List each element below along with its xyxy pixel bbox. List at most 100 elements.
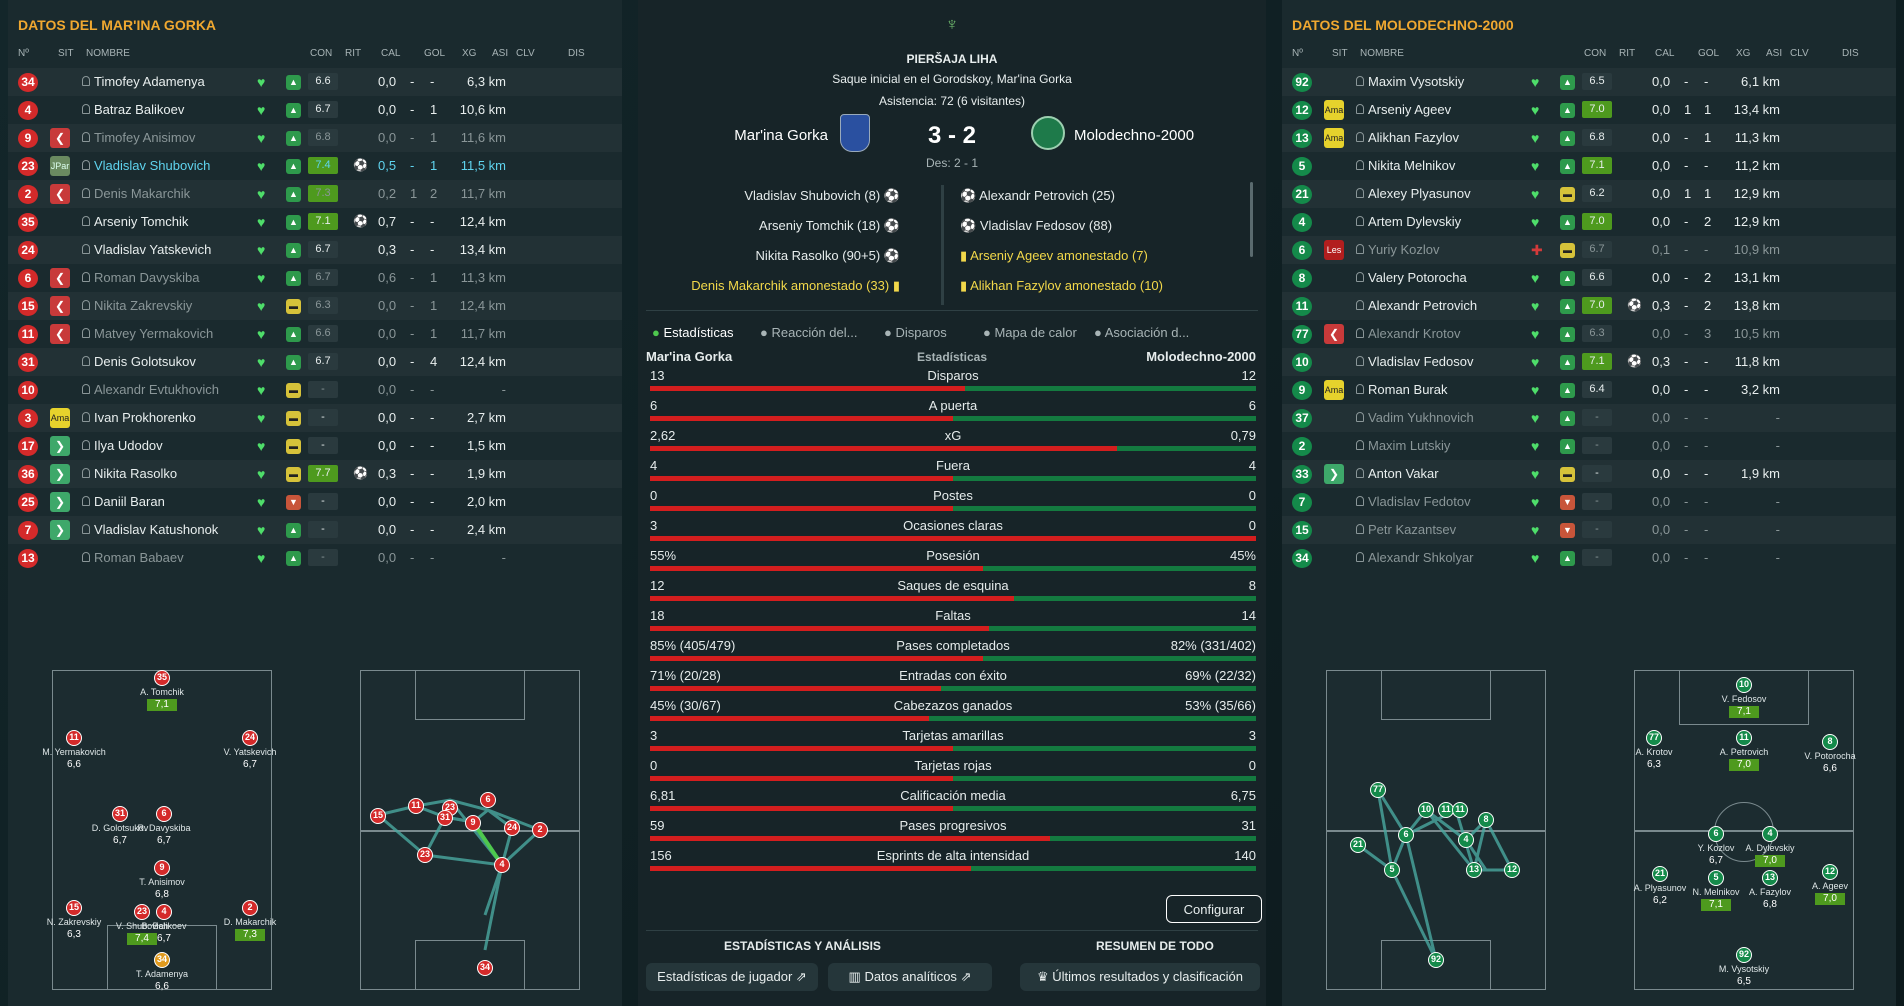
player-row[interactable]: 10 Vladislav Fedosov ♥ ▲ 7.1 ⚽ 0,3- -11,8 km [1282,348,1896,376]
player-row[interactable]: 13 Ama Alikhan Fazylov ♥ ▲ 6.8 0,0-1 11,3 km [1282,124,1896,152]
player-row[interactable]: 34 Timofey Adamenya ♥ ▲ 6.6 0,0- -6,3 km [8,68,622,96]
player-position-badge[interactable]: 21 [1652,866,1668,882]
col-name[interactable]: NOMBRE [86,48,130,59]
player-name[interactable]: Nikita Rasolko [94,466,178,481]
player-name[interactable]: Alexey Plyasunov [1368,186,1471,201]
col-name[interactable]: NOMBRE [1360,48,1404,59]
home-team-name[interactable]: Mar'ina Gorka [734,127,828,144]
player-row[interactable]: 33 ❯ Anton Vakar ♥ ▬ -0,0- -1,9 km [1282,460,1896,488]
col-xg[interactable]: XG [462,48,477,59]
away-team-name[interactable]: Molodechno-2000 [1074,127,1195,144]
player-position-badge[interactable]: 24 [242,730,258,746]
player-name[interactable]: Ivan Prokhorenko [94,410,196,425]
player-row[interactable]: 8 Valery Potorocha ♥ ▲ 6.6 0,0-2 13,1 km [1282,264,1896,292]
player-name[interactable]: Vladislav Yatskevich [94,242,212,257]
col-dis[interactable]: DIS [1842,48,1859,59]
player-position-badge[interactable]: 10 [1736,677,1752,693]
tab-reaction[interactable]: ● Reacción del... [760,325,858,340]
player-position-badge[interactable]: 4 [1762,826,1778,842]
col-xg[interactable]: XG [1736,48,1751,59]
player-position-badge[interactable]: 12 [1822,864,1838,880]
player-name[interactable]: Vladislav Fedosov [1368,354,1474,369]
player-name[interactable]: Roman Babaev [94,550,184,565]
player-row[interactable]: 2 Maxim Lutskiy ♥ ▲ -0,0- - - [1282,432,1896,460]
player-name[interactable]: Timofey Adamenya [94,74,205,89]
player-row[interactable]: 35 Arseniy Tomchik ♥ ▲ 7.1 ⚽ 0,7- -12,4 km [8,208,622,236]
player-row[interactable]: 77 ❮ Alexandr Krotov ♥ ▲ 6.3 0,0-3 10,5 km [1282,320,1896,348]
player-position-badge[interactable]: 11 [66,730,82,746]
player-name[interactable]: Maxim Lutskiy [1368,438,1451,453]
player-row[interactable]: 11 ❮ Matvey Yermakovich ♥ ▲ 6.6 0,0-1 11,7 km [8,320,622,348]
player-name[interactable]: Alexandr Evtukhovich [94,382,220,397]
player-row[interactable]: 36 ❯ Nikita Rasolko ♥ ▬ 7.7 ⚽ 0,3- -1,9 km [8,460,622,488]
player-name[interactable]: Vladislav Fedotov [1368,494,1471,509]
player-name[interactable]: Denis Golotsukov [94,354,196,369]
player-position-badge[interactable]: 13 [1762,870,1778,886]
player-position-badge[interactable]: 15 [66,900,82,916]
player-name[interactable]: Alexandr Krotov [1368,326,1461,341]
col-cal[interactable]: CAL [381,48,401,59]
player-row[interactable]: 12 Ama Arseniy Ageev ♥ ▲ 7.0 0,0 1 1 13,4 km [1282,96,1896,124]
player-name[interactable]: Vadim Yukhnovich [1368,410,1474,425]
player-row[interactable]: 3 Ama Ivan Prokhorenko ♥ ▬ -0,0- -2,7 km [8,404,622,432]
player-row[interactable]: 17 ❯ Ilya Udodov ♥ ▬ -0,0- -1,5 km [8,432,622,460]
col-clv[interactable]: CLV [1790,48,1809,59]
player-position-badge[interactable]: 6 [1708,826,1724,842]
tab-partnerships[interactable]: ● Asociación d... [1094,325,1190,340]
player-row[interactable]: 11 Alexandr Petrovich ♥ ▲ 7.0 ⚽ 0,3-2 13,8 km [1282,292,1896,320]
player-position-badge[interactable]: 34 [154,952,170,968]
player-position-badge[interactable]: 4 [156,904,172,920]
home-crest-icon[interactable] [840,114,870,152]
col-asi[interactable]: ASI [1766,48,1783,59]
player-row[interactable]: 2 ❮ Denis Makarchik ♥ ▲ 7.3 0,2 1 2 11,7 km [8,180,622,208]
col-con[interactable]: CON [310,48,333,59]
player-row[interactable]: 7 ❯ Vladislav Katushonok ♥ ▲ -0,0- -2,4 km [8,516,622,544]
col-rit[interactable]: RIT [345,48,362,59]
player-row[interactable]: 15 ❮ Nikita Zakrevskiy ♥ ▬ 6.3 0,0-1 12,4 km [8,292,622,320]
col-asi[interactable]: ASI [492,48,509,59]
player-position-badge[interactable]: 2 [242,900,258,916]
results-button[interactable]: ♛ Últimos resultados y clasificación [1020,963,1260,991]
player-row[interactable]: 37 Vadim Yukhnovich ♥ ▲ -0,0- - - [1282,404,1896,432]
player-row[interactable]: 6 ❮ Roman Davyskiba ♥ ▲ 6.7 0,6-1 11,3 km [8,264,622,292]
events-scrollbar[interactable] [1250,182,1253,257]
player-row[interactable]: 21 Alexey Plyasunov ♥ ▬ 6.2 0,0 1 1 12,9 km [1282,180,1896,208]
player-name[interactable]: Vladislav Shubovich [94,158,211,173]
col-num[interactable]: Nº [18,48,29,59]
player-position-badge[interactable]: 31 [112,806,128,822]
player-row[interactable]: 9 Ama Roman Burak ♥ ▲ 6.4 0,0- -3,2 km [1282,376,1896,404]
player-row[interactable]: 24 Vladislav Yatskevich ♥ ▲ 6.7 0,3- -13,4 km [8,236,622,264]
away-crest-icon[interactable] [1031,116,1065,150]
col-sit[interactable]: SIT [58,48,74,59]
player-row[interactable]: 25 ❯ Daniil Baran ♥ ▼ -0,0- -2,0 km [8,488,622,516]
player-row[interactable]: 15 Petr Kazantsev ♥ ▼ -0,0- - - [1282,516,1896,544]
player-stats-button[interactable]: Estadísticas de jugador ⇗ [646,963,818,991]
player-position-badge[interactable]: 77 [1646,730,1662,746]
player-name[interactable]: Alikhan Fazylov [1368,130,1460,145]
col-dis[interactable]: DIS [568,48,585,59]
player-position-badge[interactable]: 9 [154,860,170,876]
col-gol[interactable]: GOL [424,48,446,59]
player-position-badge[interactable]: 23 [134,904,150,920]
player-position-badge[interactable]: 35 [154,670,170,686]
player-row[interactable]: 6 Les Yuriy Kozlov ✚ ▬ 6.7 0,1- -10,9 km [1282,236,1896,264]
analytics-button[interactable]: ▥ Datos analíticos ⇗ [828,963,992,991]
player-name[interactable]: Denis Makarchik [94,186,191,201]
player-name[interactable]: Matvey Yermakovich [94,326,214,341]
col-rit[interactable]: RIT [1619,48,1636,59]
col-clv[interactable]: CLV [516,48,535,59]
player-row[interactable]: 31 Denis Golotsukov ♥ ▲ 6.7 0,0-4 12,4 km [8,348,622,376]
player-name[interactable]: Daniil Baran [94,494,165,509]
player-name[interactable]: Nikita Melnikov [1368,158,1456,173]
player-name[interactable]: Maxim Vysotskiy [1368,74,1465,89]
player-name[interactable]: Artem Dylevskiy [1368,214,1462,229]
player-position-badge[interactable]: 8 [1822,734,1838,750]
player-row[interactable]: 4 Artem Dylevskiy ♥ ▲ 7.0 0,0-2 12,9 km [1282,208,1896,236]
player-row[interactable]: 13 Roman Babaev ♥ ▲ -0,0- - - [8,544,622,572]
player-name[interactable]: Roman Davyskiba [94,270,200,285]
col-num[interactable]: Nº [1292,48,1303,59]
player-name[interactable]: Arseniy Tomchik [94,214,189,229]
player-name[interactable]: Valery Potorocha [1368,270,1467,285]
player-name[interactable]: Nikita Zakrevskiy [94,298,193,313]
col-gol[interactable]: GOL [1698,48,1720,59]
